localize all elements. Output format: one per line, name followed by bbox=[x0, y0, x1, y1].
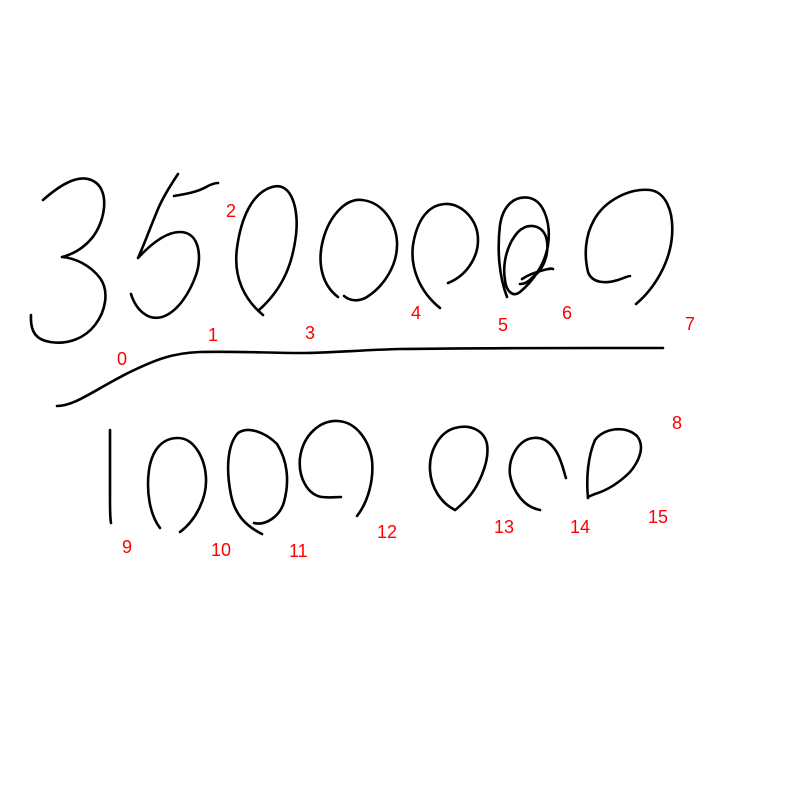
stroke-label-4: 4 bbox=[411, 303, 421, 323]
stroke-index-labels: 0 1 2 3 4 5 6 7 8 9 10 11 12 13 14 15 bbox=[117, 201, 695, 561]
stroke-label-12: 12 bbox=[377, 522, 397, 542]
stroke-label-2: 2 bbox=[226, 201, 236, 221]
stroke-label-7: 7 bbox=[685, 314, 695, 334]
stroke-label-6: 6 bbox=[562, 303, 572, 323]
stroke-6-digit-0 bbox=[520, 267, 555, 281]
stroke-label-1: 1 bbox=[208, 325, 218, 345]
stroke-4-digit-0 bbox=[411, 202, 480, 310]
stroke-label-11: 11 bbox=[289, 541, 308, 561]
stroke-1-digit-5 bbox=[129, 172, 201, 320]
stroke-3-digit-0 bbox=[319, 198, 399, 302]
stroke-label-3: 3 bbox=[305, 323, 315, 343]
stroke-label-15: 15 bbox=[648, 507, 668, 527]
stroke-13-digit-0 bbox=[428, 425, 489, 512]
stroke-label-13: 13 bbox=[494, 517, 514, 537]
stroke-1-digit-5-top bbox=[172, 181, 220, 198]
stroke-label-5: 5 bbox=[498, 315, 508, 335]
stroke-12-digit-0 bbox=[298, 419, 374, 518]
stroke-8-fraction-bar bbox=[55, 346, 665, 408]
stroke-label-10: 10 bbox=[211, 540, 231, 560]
stroke-15-digit-0 bbox=[585, 427, 643, 500]
stroke-11-digit-0 bbox=[226, 428, 289, 536]
stroke-0-digit-3 bbox=[29, 177, 107, 344]
stroke-label-0: 0 bbox=[117, 349, 127, 369]
stroke-label-9: 9 bbox=[122, 537, 132, 557]
stroke-label-14: 14 bbox=[570, 517, 590, 537]
stroke-label-8: 8 bbox=[672, 413, 682, 433]
stroke-9-digit-1 bbox=[108, 428, 113, 525]
stroke-2-digit-0 bbox=[234, 184, 298, 317]
stroke-14-digit-0 bbox=[508, 436, 568, 512]
stroke-10-digit-0 bbox=[146, 436, 208, 534]
stroke-7-digit-0 bbox=[584, 188, 674, 306]
stroke-5-digit-0 bbox=[497, 196, 551, 299]
ink-strokes bbox=[29, 172, 674, 536]
